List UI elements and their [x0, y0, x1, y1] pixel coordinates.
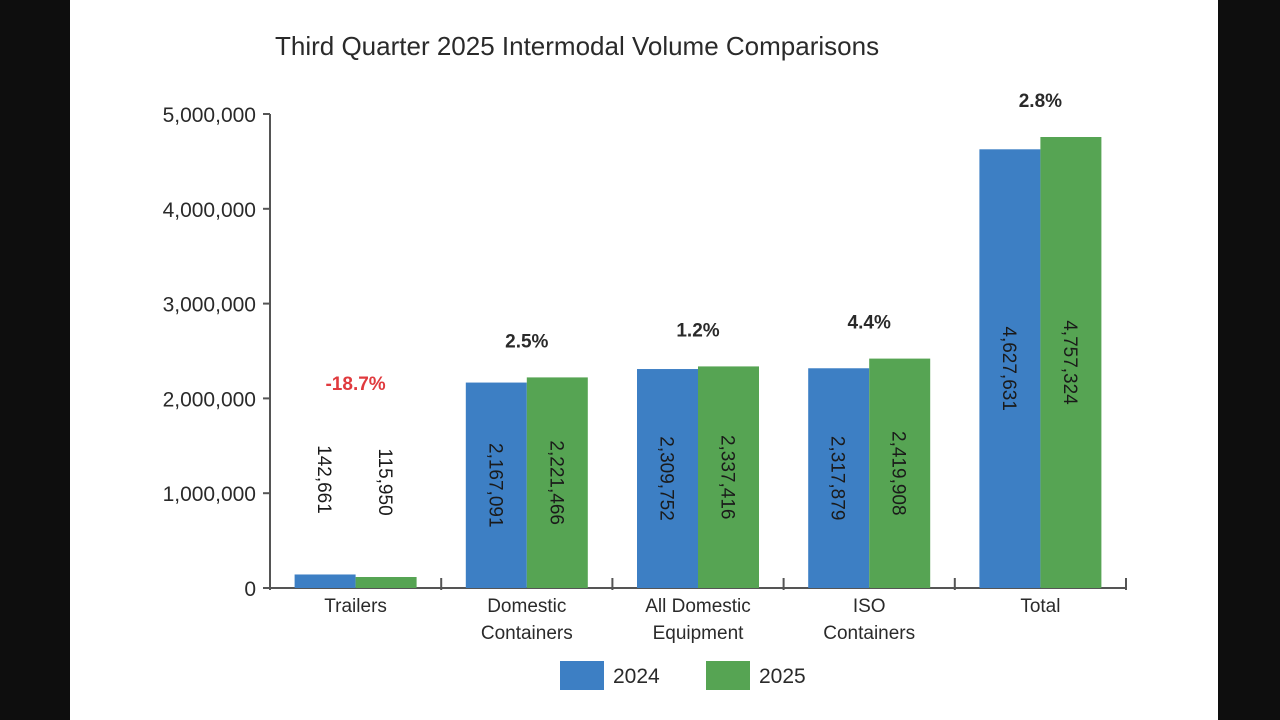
- y-tick-label: 3,000,000: [163, 294, 256, 317]
- bar-2025: [526, 377, 588, 588]
- chart-title: Third Quarter 2025 Intermodal Volume Com…: [275, 31, 879, 61]
- labels: 142,661 115,950 -18.7% 2,167,091 2,221,466 2.…: [313, 91, 1080, 528]
- y-tick-label: 1,000,000: [163, 483, 256, 506]
- category-label: Containers: [823, 623, 915, 644]
- pct-change-label: 1.2%: [676, 320, 719, 341]
- pct-change-label: 2.5%: [505, 331, 548, 352]
- value-label-2024: 2,167,091: [484, 443, 505, 528]
- bars: [294, 137, 1102, 589]
- legend: 2024 2025: [560, 661, 806, 690]
- bar-chart: Third Quarter 2025 Intermodal Volume Com…: [163, 31, 1127, 690]
- value-label-2025: 2,337,416: [717, 435, 738, 520]
- bar-2025: [698, 366, 759, 588]
- right-frame: [1218, 0, 1280, 720]
- category-label: Containers: [481, 623, 573, 644]
- bar-2024: [465, 382, 527, 588]
- bar-2025: [355, 577, 417, 588]
- y-tick-label: 5,000,000: [163, 104, 256, 127]
- category-label: ISO: [853, 596, 886, 617]
- value-label-2024: 2,317,879: [827, 436, 848, 521]
- value-label-2025: 2,221,466: [545, 440, 566, 525]
- pct-change-label: -18.7%: [325, 374, 385, 395]
- y-tick-label: 2,000,000: [163, 388, 256, 411]
- bar-2024: [979, 149, 1041, 588]
- category-label: Trailers: [324, 596, 387, 617]
- bar-2024: [808, 368, 870, 588]
- category-label: Domestic: [487, 596, 566, 617]
- bar-2025: [1040, 137, 1102, 589]
- value-label-2025: 4,757,324: [1059, 320, 1080, 405]
- pct-change-label: 4.4%: [848, 313, 891, 334]
- legend-swatch-2024: [560, 661, 604, 690]
- chart-panel: Third Quarter 2025 Intermodal Volume Com…: [70, 0, 1218, 720]
- category-label: Total: [1020, 596, 1060, 617]
- value-label-2025: 2,419,908: [888, 431, 909, 516]
- bar-2025: [869, 358, 931, 588]
- value-label-2024: 142,661: [313, 445, 334, 514]
- y-tick-label: 4,000,000: [163, 199, 256, 222]
- y-tick-label: 0: [244, 578, 256, 601]
- pct-change-label: 2.8%: [1019, 91, 1062, 112]
- bar-2024: [294, 574, 356, 588]
- legend-swatch-2025: [706, 661, 750, 690]
- category-label: Equipment: [653, 623, 745, 644]
- value-label-2024: 2,309,752: [656, 436, 677, 521]
- legend-label-2025: 2025: [759, 665, 806, 688]
- legend-label-2024: 2024: [613, 665, 660, 688]
- category-label: All Domestic: [645, 596, 751, 617]
- left-frame: [0, 0, 70, 720]
- bar-2024: [637, 369, 698, 588]
- value-label-2024: 4,627,631: [998, 326, 1019, 411]
- value-label-2025: 115,950: [374, 448, 395, 515]
